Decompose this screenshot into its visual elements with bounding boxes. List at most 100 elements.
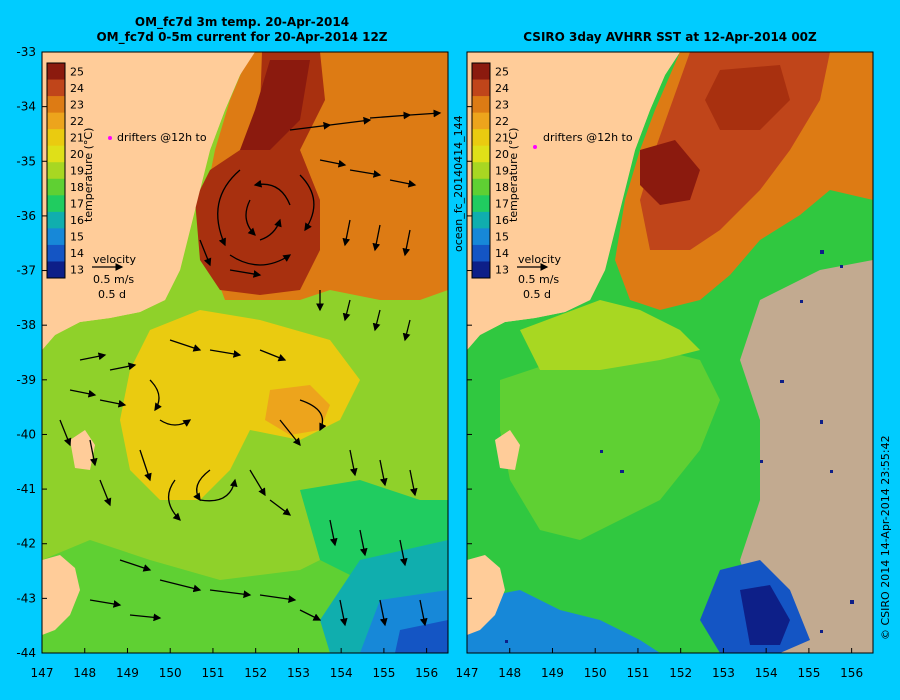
right-title: CSIRO 3day AVHRR SST at 12-Apr-2014 00Z — [523, 30, 817, 44]
x-tick-label: 151 — [201, 666, 224, 680]
right-velocity-label: velocity — [518, 253, 561, 266]
y-tick-label: -43 — [16, 591, 36, 605]
colorbar-tick-label: 18 — [70, 181, 84, 194]
colorbar-swatch — [472, 261, 490, 279]
left-colorbar-label: temperature (°C) — [82, 128, 95, 222]
left-velocity-time: 0.5 d — [98, 288, 126, 301]
colorbar-tick-label: 20 — [495, 148, 509, 161]
left-velocity-label: velocity — [93, 253, 136, 266]
y-tick-label: -41 — [16, 482, 36, 496]
colorbar-tick-label: 24 — [70, 82, 84, 95]
colorbar-frame — [46, 62, 66, 279]
colorbar-swatch — [47, 211, 65, 229]
x-tick-label: 152 — [669, 666, 692, 680]
colorbar-swatch — [47, 112, 65, 130]
x-tick-label: 156 — [415, 666, 438, 680]
colorbar-swatch — [472, 162, 490, 180]
right-velocity-speed: 0.5 m/s — [518, 273, 559, 286]
right-velocity-time: 0.5 d — [523, 288, 551, 301]
x-tick-label: 153 — [287, 666, 310, 680]
x-tick-label: 150 — [584, 666, 607, 680]
colorbar-tick-label: 23 — [495, 98, 509, 111]
colorbar-swatch — [472, 195, 490, 213]
x-axis-ticks-left: 147 148 149 150 151 152 153 154 155 156 — [31, 648, 438, 680]
colorbar-tick-label: 25 — [70, 65, 84, 78]
colorbar-swatch — [47, 228, 65, 246]
colorbar-tick-label: 19 — [70, 165, 84, 178]
left-frame — [41, 51, 449, 654]
colorbar-tick-label: 22 — [70, 115, 84, 128]
colorbar-swatch — [47, 145, 65, 163]
colorbar-tick-label: 13 — [70, 264, 84, 277]
colorbar-tick-label: 18 — [495, 181, 509, 194]
x-tick-label: 152 — [244, 666, 267, 680]
colorbar-tick-label: 14 — [70, 247, 84, 260]
colorbar-tick-label: 17 — [70, 198, 84, 211]
left-velocity-speed: 0.5 m/s — [93, 273, 134, 286]
y-axis-ticks: -33 -34 -35 -36 -37 -38 -39 -40 -41 -42 -43 -44 — [16, 45, 472, 660]
x-tick-label: 155 — [372, 666, 395, 680]
y-tick-label: -38 — [16, 318, 36, 332]
left-drifters-label: drifters @12h to — [117, 131, 207, 144]
right-drifters-label: drifters @12h to — [543, 131, 633, 144]
right-map — [467, 52, 873, 653]
colorbar-tick-label: 16 — [70, 214, 84, 227]
y-tick-label: -40 — [16, 427, 36, 441]
y-tick-label: -33 — [16, 45, 36, 59]
colorbar-swatch — [472, 145, 490, 163]
y-tick-label: -44 — [16, 646, 36, 660]
colorbar-swatch — [472, 178, 490, 196]
x-tick-label: 148 — [73, 666, 96, 680]
left-map — [42, 52, 448, 653]
y-tick-label: -42 — [16, 537, 36, 551]
colorbar-swatch — [47, 178, 65, 196]
right-frame — [466, 51, 874, 654]
colorbar-tick-label: 16 — [495, 214, 509, 227]
colorbar-swatch — [47, 63, 65, 81]
colorbar-swatch — [47, 195, 65, 213]
y-tick-label: -34 — [16, 100, 36, 114]
left-title-line2: OM_fc7d 0-5m current for 20-Apr-2014 12Z — [96, 30, 388, 44]
colorbar-tick-label: 13 — [495, 264, 509, 277]
colorbar-swatch — [47, 79, 65, 97]
right-sst-speckle — [505, 250, 854, 643]
colorbar-swatch — [472, 79, 490, 97]
left-title: OM_fc7d 3m temp. 20-Apr-2014 OM_fc7d 0-5… — [42, 15, 442, 45]
colorbar-swatch — [47, 96, 65, 114]
colorbar-swatch — [472, 96, 490, 114]
colorbar-tick-label: 22 — [495, 115, 509, 128]
colorbar-swatch — [472, 228, 490, 246]
x-tick-label: 154 — [330, 666, 353, 680]
y-tick-label: -39 — [16, 373, 36, 387]
x-tick-label: 149 — [541, 666, 564, 680]
colorbar-swatch — [47, 129, 65, 147]
right-colorbar: 25 24 23 22 21 20 19 18 17 16 15 14 13 — [471, 62, 509, 279]
y-tick-label: -37 — [16, 264, 36, 278]
colorbar-swatch — [472, 244, 490, 262]
colorbar-tick-label: 17 — [495, 198, 509, 211]
x-axis-ticks-right: 147 148 149 150 151 152 153 154 155 156 — [456, 648, 863, 680]
x-tick-label: 149 — [116, 666, 139, 680]
colorbar-swatch — [472, 211, 490, 229]
left-colorbar: 25 24 23 22 21 20 19 18 17 16 15 14 13 — [46, 62, 84, 279]
x-tick-label: 153 — [712, 666, 735, 680]
colorbar-tick-label: 23 — [70, 98, 84, 111]
colorbar-tick-label: 21 — [70, 131, 84, 144]
x-tick-label: 156 — [840, 666, 863, 680]
right-drifter-marker — [533, 145, 537, 149]
colorbar-tick-label: 21 — [495, 131, 509, 144]
colorbar-tick-label: 14 — [495, 247, 509, 260]
x-tick-label: 155 — [797, 666, 820, 680]
colorbar-tick-label: 25 — [495, 65, 509, 78]
colorbar-swatch — [472, 63, 490, 81]
x-tick-label: 147 — [31, 666, 54, 680]
x-tick-label: 154 — [755, 666, 778, 680]
colorbar-tick-label: 15 — [70, 231, 84, 244]
y-tick-label: -35 — [16, 154, 36, 168]
left-drifter-marker — [108, 136, 112, 140]
x-tick-label: 148 — [498, 666, 521, 680]
colorbar-swatch — [47, 162, 65, 180]
colorbar-tick-label: 24 — [495, 82, 509, 95]
x-tick-label: 151 — [626, 666, 649, 680]
